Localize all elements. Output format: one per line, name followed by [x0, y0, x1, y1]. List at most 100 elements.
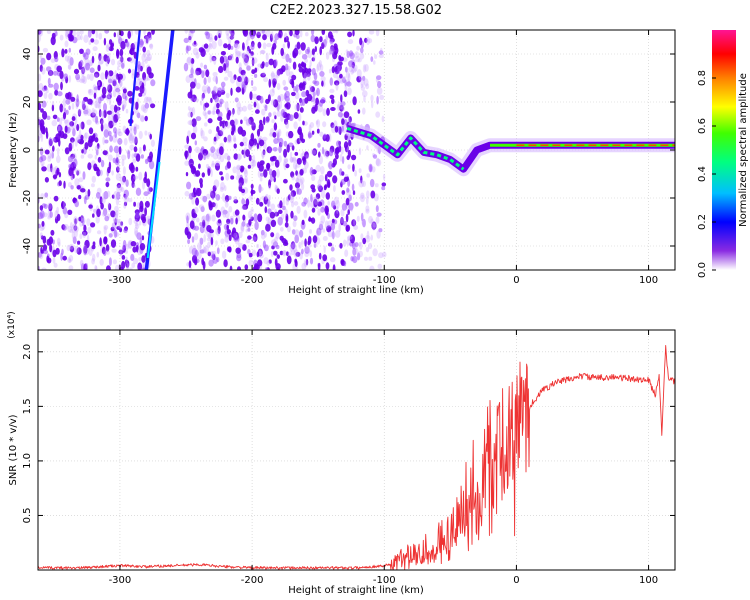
snr-x-ticks: -300 -200 -100 0 100 [109, 330, 658, 586]
noise-blob [297, 49, 302, 55]
noise-blob [207, 118, 213, 124]
noise-blob [293, 85, 297, 92]
noise-blob [347, 87, 352, 96]
noise-blob [122, 239, 127, 249]
colorbar-ticks: 0.00.20.40.60.8 [697, 70, 716, 278]
noise-blob [38, 82, 44, 92]
noise-blob [371, 100, 374, 109]
noise-blob [223, 136, 227, 143]
noise-blob [278, 137, 284, 146]
noise-blob [104, 30, 110, 34]
noise-blob [350, 69, 354, 75]
noise-blob [108, 154, 113, 161]
noise-blob [330, 246, 335, 252]
noise-blob [135, 244, 139, 253]
noise-blob [92, 241, 96, 247]
noise-blob [227, 55, 233, 61]
noise-blob [210, 237, 214, 246]
noise-blob [120, 176, 126, 185]
noise-blob [351, 64, 355, 74]
noise-blob [76, 170, 80, 176]
noise-blob [348, 194, 352, 202]
noise-blob [325, 154, 329, 159]
noise-blob [235, 239, 240, 245]
noise-blob [135, 222, 139, 227]
noise-blob [73, 222, 77, 230]
noise-blob [329, 49, 334, 55]
snr-series-line [38, 345, 675, 570]
noise-blob [263, 257, 269, 265]
noise-blob [211, 89, 217, 95]
noise-blob [245, 119, 250, 125]
noise-blob [135, 166, 139, 172]
noise-blob [200, 130, 205, 139]
noise-blob [82, 244, 88, 254]
noise-blob [224, 101, 229, 110]
noise-blob [209, 54, 213, 63]
noise-blob [38, 156, 44, 163]
noise-blob [318, 223, 324, 231]
noise-blob [87, 153, 93, 159]
heatmap-x-axis-label: Height of straight line (km) [288, 285, 424, 296]
noise-blob [332, 158, 337, 166]
noise-blob [354, 51, 360, 59]
noise-blob [137, 262, 143, 270]
noise-blob [322, 254, 328, 262]
noise-blob [131, 262, 136, 269]
noise-blob [278, 209, 283, 214]
noise-blob [55, 31, 58, 37]
noise-blob [231, 109, 234, 117]
noise-blob [243, 167, 248, 175]
noise-blob [269, 33, 273, 43]
noise-blob [241, 205, 247, 210]
noise-blob [212, 152, 219, 160]
noise-blob [360, 192, 365, 199]
noise-blob [93, 73, 99, 78]
noise-blob [248, 252, 253, 258]
noise-blob [216, 154, 222, 160]
noise-blob [255, 109, 260, 114]
noise-blob [217, 30, 223, 36]
noise-blob [47, 77, 51, 85]
noise-blob [286, 225, 291, 233]
noise-blob [358, 250, 363, 258]
noise-blob [146, 178, 151, 188]
noise-blob [46, 66, 52, 72]
noise-blob [224, 120, 229, 127]
noise-blob [211, 214, 216, 222]
noise-blob [358, 180, 365, 188]
noise-blob [64, 55, 70, 62]
noise-blob [335, 199, 340, 209]
noise-blob [318, 174, 325, 182]
heatmap-diagonal-line [129, 30, 141, 127]
noise-blob [382, 251, 387, 258]
noise-blob [301, 219, 305, 225]
noise-blob [129, 133, 134, 141]
noise-blob [77, 134, 81, 143]
noise-blob [79, 30, 84, 35]
noise-blob [138, 146, 142, 154]
noise-blob [274, 59, 278, 67]
noise-blob [361, 217, 364, 225]
noise-blob [302, 156, 307, 166]
noise-blob [230, 76, 236, 84]
noise-blob [74, 200, 79, 208]
noise-blob [48, 70, 53, 77]
noise-blob [114, 205, 119, 213]
heatmap-y-tick-label: -40 [22, 238, 33, 254]
noise-blob [99, 169, 103, 176]
noise-blob [341, 118, 345, 125]
noise-blob [304, 151, 309, 159]
noise-blob [265, 30, 271, 37]
noise-blob [238, 182, 242, 187]
noise-blob [87, 226, 92, 234]
noise-blob [124, 194, 128, 200]
noise-blob [280, 47, 285, 57]
noise-blob [288, 75, 292, 84]
noise-blob [305, 32, 309, 37]
noise-blob [313, 72, 318, 81]
noise-blob [137, 250, 142, 256]
noise-blob [71, 116, 76, 122]
noise-blob [106, 57, 111, 63]
noise-blob [107, 55, 110, 65]
